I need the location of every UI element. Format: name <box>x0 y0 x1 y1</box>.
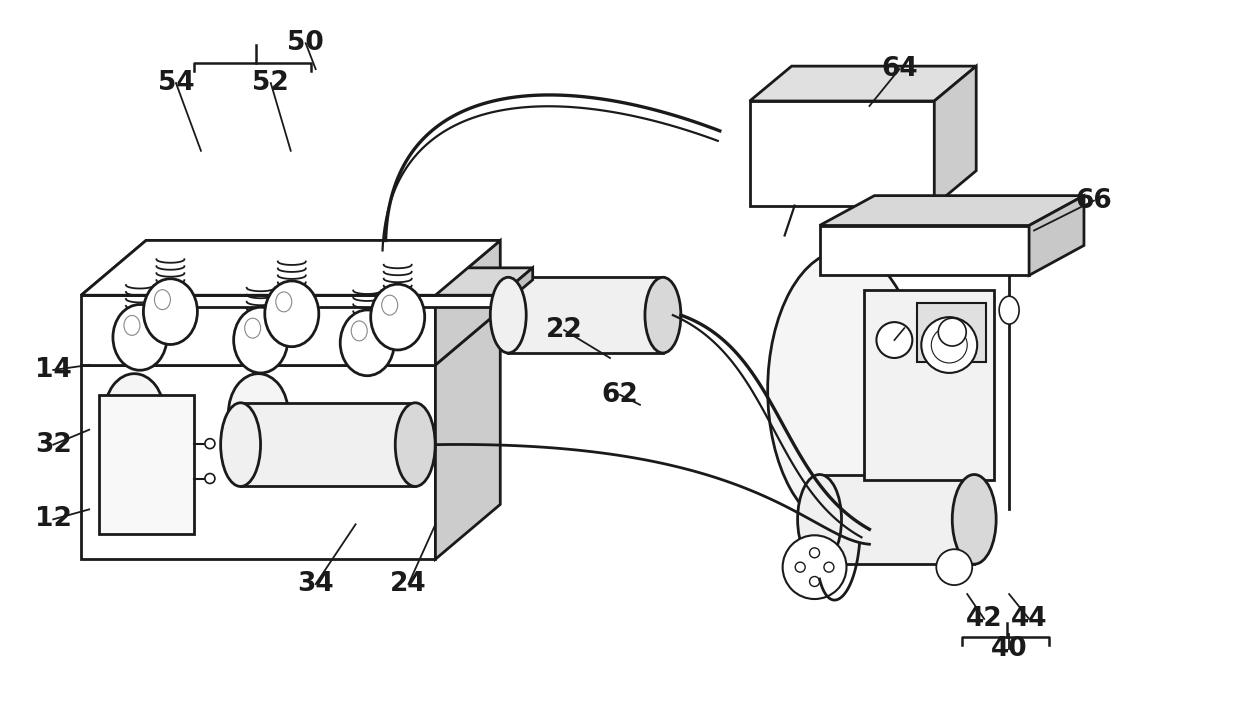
Bar <box>820 474 975 564</box>
Polygon shape <box>435 310 500 559</box>
Ellipse shape <box>104 373 164 453</box>
Text: 12: 12 <box>35 506 72 532</box>
Polygon shape <box>146 268 533 295</box>
Ellipse shape <box>931 327 967 363</box>
Text: 44: 44 <box>1011 606 1048 632</box>
Polygon shape <box>820 225 1029 275</box>
Ellipse shape <box>340 310 394 376</box>
Text: 50: 50 <box>288 30 324 56</box>
Ellipse shape <box>228 373 288 453</box>
Polygon shape <box>750 66 976 101</box>
Text: 64: 64 <box>882 56 918 82</box>
Polygon shape <box>500 268 533 307</box>
Bar <box>241 403 415 486</box>
Text: 52: 52 <box>253 70 289 96</box>
Ellipse shape <box>371 285 424 350</box>
Text: 62: 62 <box>601 382 639 408</box>
Ellipse shape <box>265 281 319 347</box>
Ellipse shape <box>768 251 921 530</box>
Ellipse shape <box>351 321 367 341</box>
Ellipse shape <box>795 562 805 572</box>
Text: 32: 32 <box>35 431 72 457</box>
Ellipse shape <box>877 322 913 358</box>
Polygon shape <box>934 66 976 205</box>
Polygon shape <box>146 295 500 307</box>
Ellipse shape <box>939 318 966 346</box>
Text: 14: 14 <box>35 357 72 383</box>
Ellipse shape <box>396 403 435 486</box>
Polygon shape <box>435 241 500 365</box>
Bar <box>99 395 193 534</box>
Bar <box>864 290 994 479</box>
Ellipse shape <box>936 549 972 585</box>
Ellipse shape <box>244 318 260 338</box>
Polygon shape <box>1029 196 1084 275</box>
Text: 42: 42 <box>966 606 1002 632</box>
Ellipse shape <box>221 403 260 486</box>
Ellipse shape <box>810 577 820 587</box>
Text: 22: 22 <box>546 317 583 343</box>
Ellipse shape <box>490 277 526 353</box>
Polygon shape <box>81 295 435 365</box>
Ellipse shape <box>823 562 835 572</box>
Ellipse shape <box>124 316 140 335</box>
Ellipse shape <box>782 535 847 599</box>
Ellipse shape <box>382 295 398 315</box>
Text: 24: 24 <box>391 571 427 597</box>
Polygon shape <box>81 310 500 365</box>
Polygon shape <box>820 196 1084 225</box>
Ellipse shape <box>921 317 977 373</box>
Ellipse shape <box>810 548 820 558</box>
Polygon shape <box>81 241 500 295</box>
Polygon shape <box>750 101 934 205</box>
Text: 66: 66 <box>1075 188 1112 214</box>
Text: 54: 54 <box>157 70 195 96</box>
Text: 40: 40 <box>991 636 1028 662</box>
Polygon shape <box>81 365 435 559</box>
Ellipse shape <box>205 438 215 448</box>
Ellipse shape <box>205 474 215 484</box>
FancyBboxPatch shape <box>918 303 986 362</box>
Bar <box>508 277 663 353</box>
Ellipse shape <box>645 277 681 353</box>
Ellipse shape <box>144 279 197 345</box>
Ellipse shape <box>999 297 1019 324</box>
Text: 34: 34 <box>298 571 334 597</box>
Ellipse shape <box>155 289 170 310</box>
Polygon shape <box>81 241 500 295</box>
Ellipse shape <box>952 474 996 564</box>
Ellipse shape <box>113 304 167 370</box>
Ellipse shape <box>275 292 291 312</box>
Ellipse shape <box>797 474 842 564</box>
Ellipse shape <box>233 307 288 373</box>
